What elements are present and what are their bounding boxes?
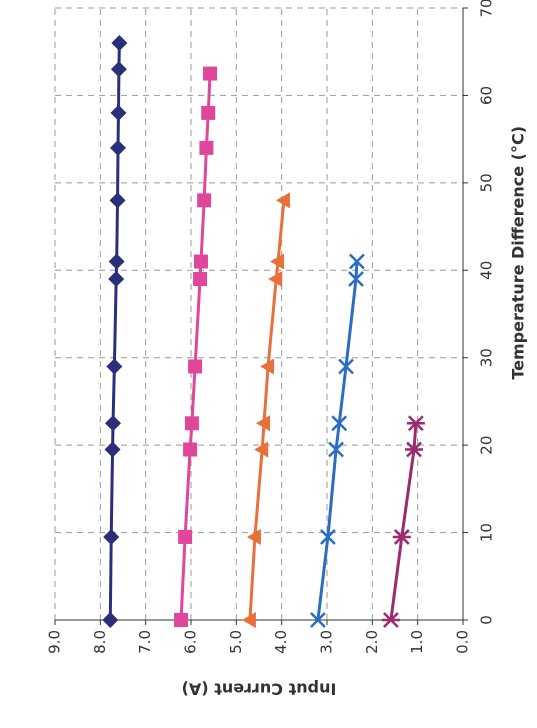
marker <box>348 271 364 287</box>
marker <box>406 415 425 432</box>
marker <box>104 441 121 458</box>
series-line <box>389 423 418 621</box>
marker <box>174 613 189 627</box>
marker <box>110 104 127 121</box>
marker <box>270 253 285 270</box>
marker <box>260 358 275 375</box>
marker <box>184 416 199 431</box>
marker <box>110 61 127 78</box>
marker <box>183 442 198 457</box>
y-tick-label: 7.0 <box>136 630 154 654</box>
y-tick-label: 9.0 <box>46 630 64 654</box>
x-tick-label: 0 <box>478 615 496 625</box>
x-tick-label: 60 <box>478 86 496 105</box>
marker <box>331 415 348 432</box>
marker <box>197 193 212 208</box>
plot-area <box>55 8 463 620</box>
x-tick-label: 70 <box>478 0 496 18</box>
marker <box>193 254 208 269</box>
x-tick-label: 20 <box>478 436 496 455</box>
marker <box>201 105 216 120</box>
marker <box>392 529 411 545</box>
rotated-chart: 0 10 20 30 40 50 60 70 0.0 1.0 2.0 3.0 4.0 5.0 6.0 7.0 8… <box>46 0 528 699</box>
marker <box>338 358 354 375</box>
marker <box>241 612 256 628</box>
marker <box>199 140 214 155</box>
y-tick-label: 0.0 <box>454 630 472 654</box>
marker <box>246 528 261 545</box>
marker <box>381 612 400 628</box>
marker <box>349 253 365 270</box>
x-tick-label: 40 <box>478 261 496 280</box>
x-axis-title: Temperature Difference (°C) <box>509 126 528 380</box>
x-tick-label: 30 <box>478 348 496 367</box>
y-tick-label: 2.0 <box>363 630 381 654</box>
marker <box>106 358 123 375</box>
marker <box>320 529 336 545</box>
marker <box>203 66 218 81</box>
x-tick-label: 50 <box>478 173 496 192</box>
marker <box>105 415 122 432</box>
marker <box>102 612 119 628</box>
marker <box>328 441 344 458</box>
y-tick-label: 6.0 <box>182 630 200 654</box>
marker <box>310 612 326 628</box>
y-tick-label: 1.0 <box>408 630 426 654</box>
marker <box>268 271 283 288</box>
marker <box>254 441 269 458</box>
marker <box>108 271 125 288</box>
y-tick-label: 8.0 <box>91 630 109 654</box>
y-axis-title: Input Current (A) <box>182 680 337 699</box>
marker <box>275 192 290 209</box>
marker <box>178 529 193 544</box>
y-tick-label: 4.0 <box>272 630 290 654</box>
marker <box>110 139 127 156</box>
x-tick-label: 10 <box>478 523 496 542</box>
marker <box>108 253 125 270</box>
y-tick-label: 3.0 <box>318 630 336 654</box>
marker <box>111 34 128 51</box>
marker <box>255 415 270 432</box>
marker <box>405 441 424 458</box>
marker <box>188 359 203 374</box>
marker <box>109 192 126 209</box>
marker <box>193 272 208 287</box>
y-tick-label: 5.0 <box>227 630 245 654</box>
